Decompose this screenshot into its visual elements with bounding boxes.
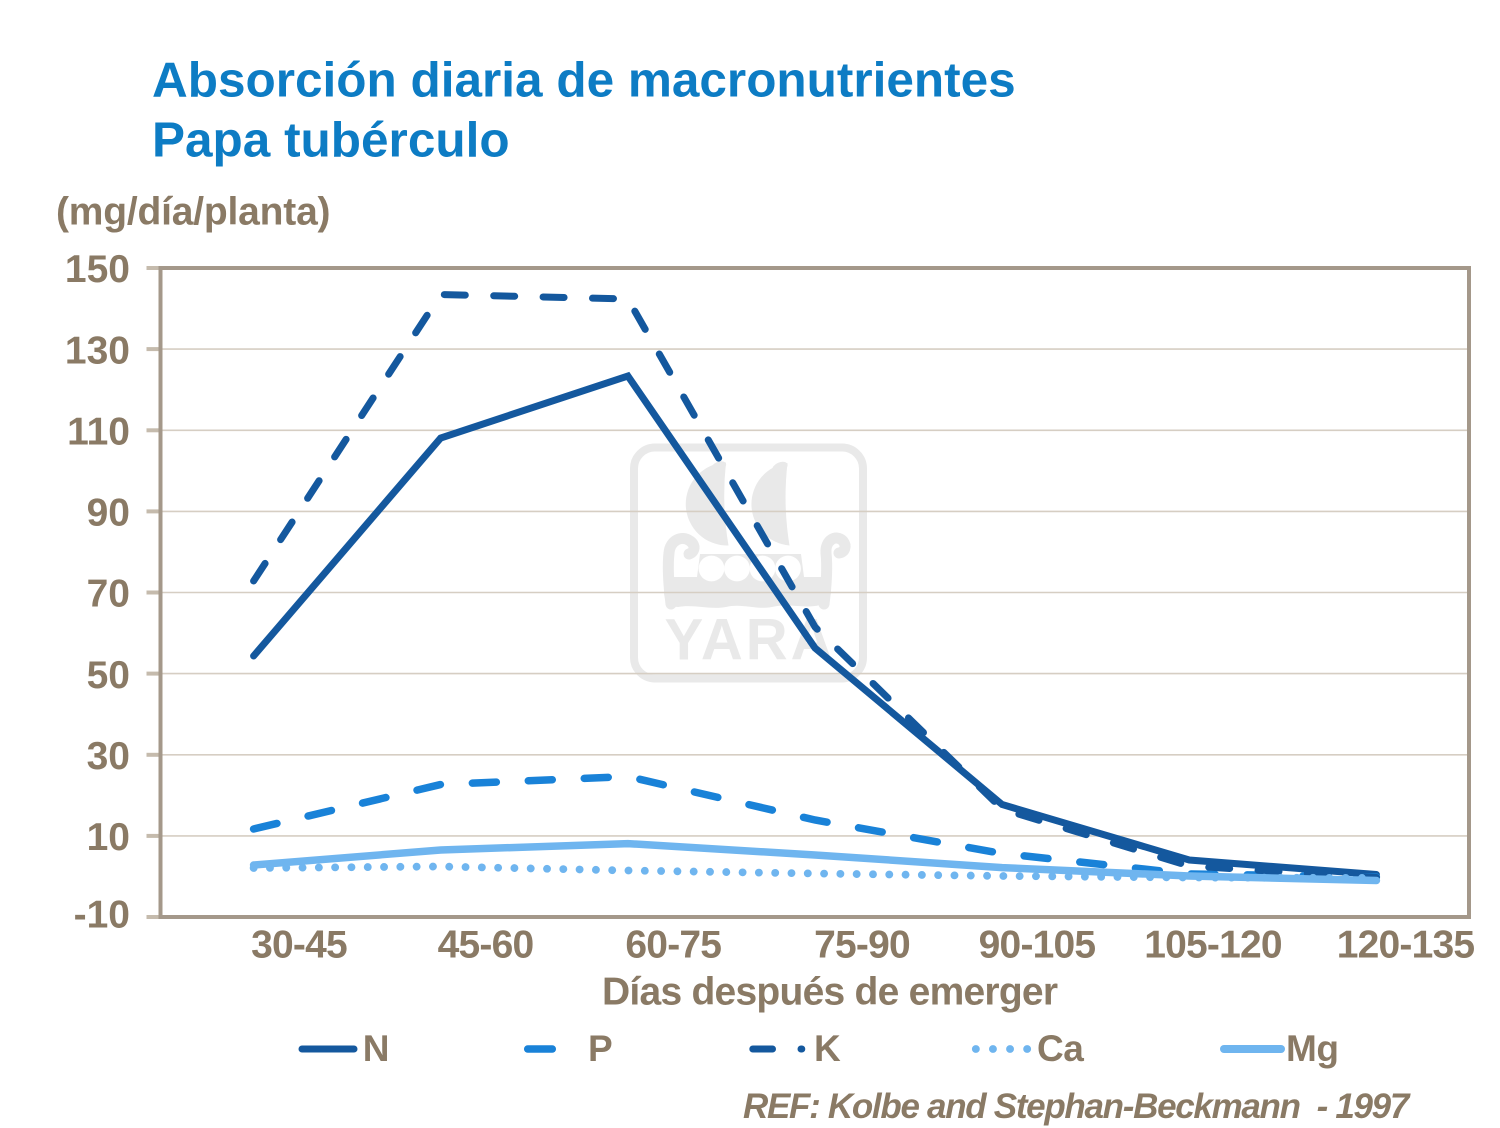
svg-text:10: 10 [87,816,130,859]
svg-text:P: P [588,1028,613,1069]
svg-text:110: 110 [67,411,130,454]
svg-text:130: 130 [65,329,130,372]
svg-text:50: 50 [87,654,130,697]
svg-text:45-60: 45-60 [438,923,534,966]
svg-text:90: 90 [87,492,130,535]
svg-text:70: 70 [87,573,130,616]
svg-text:Absorción diaria de macronutri: Absorción diaria de macronutrientes [152,53,1016,108]
svg-text:30: 30 [87,735,130,778]
svg-text:30-45: 30-45 [251,923,347,966]
svg-text:60-75: 60-75 [625,923,721,966]
svg-text:Ca: Ca [1037,1028,1084,1069]
svg-text:Días después de emerger: Días después de emerger [602,970,1058,1013]
svg-text:K: K [814,1028,841,1069]
svg-text:Papa tubérculo: Papa tubérculo [152,113,510,168]
svg-text:-10: -10 [74,894,130,937]
svg-text:75-90: 75-90 [814,923,910,966]
svg-text:Mg: Mg [1286,1028,1338,1069]
svg-text:105-120: 105-120 [1144,923,1282,966]
svg-text:N: N [363,1028,390,1069]
svg-text:120-135: 120-135 [1337,923,1475,966]
svg-text:90-105: 90-105 [979,923,1096,966]
svg-text:(mg/día/planta): (mg/día/planta) [56,190,330,233]
svg-text:REF: Kolbe and Stephan-Beckman: REF: Kolbe and Stephan-Beckmann - 1997 [743,1087,1411,1126]
svg-text:150: 150 [65,248,130,291]
svg-text:YARA: YARA [664,608,835,673]
